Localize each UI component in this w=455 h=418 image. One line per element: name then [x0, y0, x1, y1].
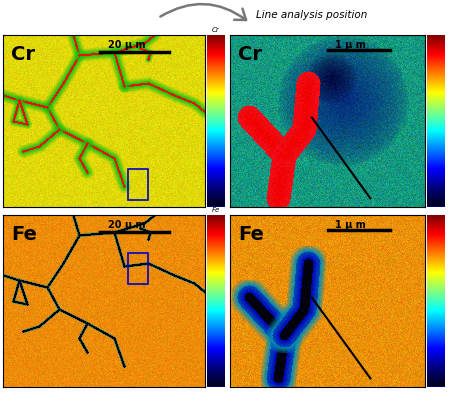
Bar: [128, 253, 148, 284]
Text: Cr: Cr: [212, 27, 220, 33]
Text: 1 μ m: 1 μ m: [335, 40, 366, 50]
Text: 20 μ m: 20 μ m: [108, 220, 146, 230]
Text: Fe: Fe: [238, 225, 264, 244]
Text: 20 μ m: 20 μ m: [108, 40, 146, 50]
FancyArrowPatch shape: [160, 4, 246, 20]
Text: Fe: Fe: [212, 207, 220, 213]
Text: Cr: Cr: [11, 45, 35, 64]
Text: Line analysis position: Line analysis position: [256, 10, 367, 20]
Text: Cr: Cr: [238, 45, 262, 64]
Text: 1 μ m: 1 μ m: [335, 220, 366, 230]
Text: Fe: Fe: [11, 225, 37, 244]
Bar: [128, 169, 148, 200]
